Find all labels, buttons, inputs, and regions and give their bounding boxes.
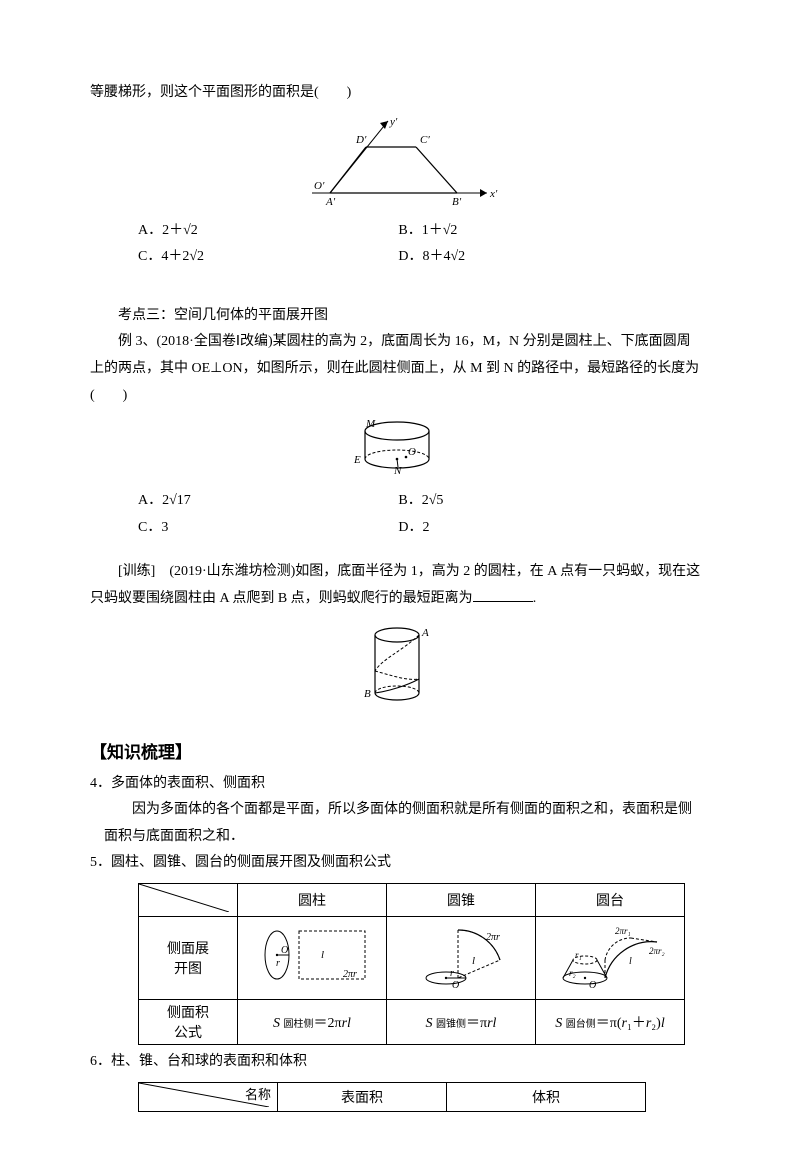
formula-frus: S 圆台侧＝π(r₁＋r₂)l — [536, 999, 685, 1044]
label-M: M — [365, 418, 376, 430]
row1-label: 侧面展 开图 — [139, 916, 238, 999]
svg-text:l: l — [321, 949, 324, 961]
hdr-volume: 体积 — [447, 1082, 646, 1111]
table-sv: 名称 表面积 体积 — [138, 1082, 646, 1112]
hdr-frus: 圆台 — [536, 883, 685, 916]
diag-header — [139, 883, 238, 916]
choice-A3: A．2√17 — [138, 488, 398, 515]
item4-body: 因为多面体的各个面都是平面，所以多面体的侧面积就是所有侧面的面积之和，表面积是侧… — [104, 797, 704, 850]
formula-cyl: S 圆柱侧＝2πrl — [238, 999, 387, 1044]
figure-trapezoid: y′ D′ C′ O′ A′ B′ x′ — [90, 115, 704, 210]
formula-cone: S 圆锥侧＝πrl — [387, 999, 536, 1044]
svg-text:O: O — [589, 980, 596, 990]
label-O: O — [408, 446, 416, 458]
label-E: E — [353, 454, 361, 466]
intro-line: 等腰梯形，则这个平面图形的面积是( ) — [90, 80, 704, 107]
label-B: B′ — [452, 196, 462, 205]
cell-cone-fig: 2πr l r O — [387, 916, 536, 999]
hdr-cyl: 圆柱 — [238, 883, 387, 916]
choice-C: C．4＋2√2 — [138, 244, 398, 271]
svg-text:r: r — [450, 968, 454, 979]
label-N: N — [393, 465, 402, 475]
hdr-cone: 圆锥 — [387, 883, 536, 916]
hdr-surface: 表面积 — [278, 1082, 447, 1111]
choice-A: A．2＋√2 — [138, 218, 398, 245]
svg-text:2πr: 2πr — [343, 969, 357, 980]
diag-header2: 名称 — [139, 1082, 278, 1111]
label-A: A′ — [325, 196, 336, 205]
svg-text:O: O — [281, 945, 288, 956]
svg-text:r₂: r₂ — [569, 968, 576, 978]
example3: 例 3、(2018·全国卷Ⅰ改编)某圆柱的高为 2，底面周长为 16，M，N 分… — [90, 329, 704, 409]
figure-cylinder-mn: M O E N — [90, 417, 704, 480]
blank-answer[interactable] — [473, 587, 533, 602]
choice-B: B．1＋√2 — [398, 218, 658, 245]
item6: 6．柱、锥、台和球的表面积和体积 — [90, 1049, 704, 1076]
label-C: C′ — [420, 134, 430, 146]
figure-ant-cylinder: A B — [90, 621, 704, 716]
choice-C3: C．3 — [138, 515, 398, 542]
svg-text:2πr: 2πr — [486, 932, 500, 943]
svg-text:l: l — [472, 955, 475, 967]
svg-text:O: O — [452, 980, 459, 990]
svg-text:2πr₁: 2πr₁ — [615, 926, 631, 936]
cell-cyl-fig: r O l 2πr — [238, 916, 387, 999]
choice-D3: D．2 — [398, 515, 658, 542]
item4: 4．多面体的表面积、侧面积 — [90, 771, 704, 798]
label-y: y′ — [389, 116, 398, 128]
q1-choices: A．2＋√2 B．1＋√2 C．4＋2√2 D．8＋4√2 — [138, 218, 704, 271]
choice-D: D．8＋4√2 — [398, 244, 658, 271]
row2-label: 侧面积 公式 — [139, 999, 238, 1044]
svg-text:r₁: r₁ — [575, 950, 582, 960]
svg-text:l: l — [629, 956, 632, 967]
training: [训练] (2019·山东潍坊检测)如图，底面半径为 1，高为 2 的圆柱，在 … — [90, 559, 704, 612]
training-tail: . — [533, 591, 537, 606]
table-lateral: 圆柱 圆锥 圆台 侧面展 开图 r O l 2πr — [138, 883, 685, 1045]
knowledge-heading: 【知识梳理】 — [90, 738, 704, 763]
label-O: O′ — [314, 180, 325, 192]
training-text: [训练] (2019·山东潍坊检测)如图，底面半径为 1，高为 2 的圆柱，在 … — [90, 564, 700, 606]
label-A2: A — [421, 627, 429, 639]
hdr-name: 名称 — [245, 1084, 271, 1103]
svg-text:2πr₂: 2πr₂ — [649, 946, 665, 956]
label-D: D′ — [355, 134, 367, 146]
cell-frus-fig: 2πr₁ 2πr₂ l r₁ r₂ O — [536, 916, 685, 999]
topic3: 考点三：空间几何体的平面展开图 — [90, 303, 704, 330]
q3-choices: A．2√17 B．2√5 C．3 D．2 — [138, 488, 704, 541]
choice-B3: B．2√5 — [398, 488, 658, 515]
label-x: x′ — [489, 188, 498, 200]
item5: 5．圆柱、圆锥、圆台的侧面展开图及侧面积公式 — [90, 850, 704, 877]
svg-text:r: r — [276, 958, 280, 969]
label-B2: B — [364, 688, 371, 700]
